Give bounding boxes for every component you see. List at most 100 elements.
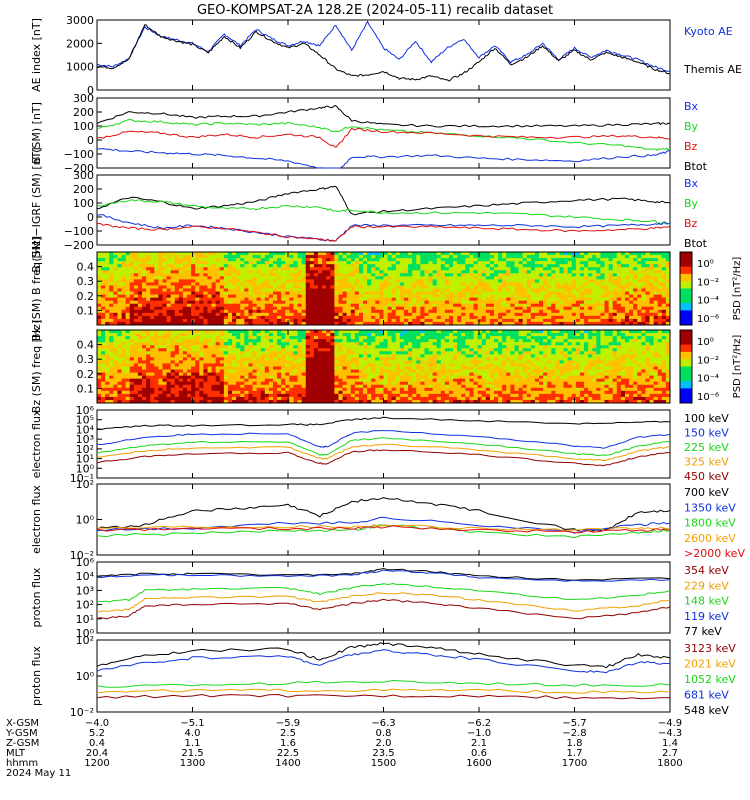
spectrogram-cell <box>232 396 237 401</box>
spectrogram-cell <box>117 399 122 404</box>
spectrogram-cell <box>588 291 593 295</box>
spectrogram-cell <box>187 393 192 398</box>
spectrogram-cell <box>649 318 655 323</box>
spectrogram-cell <box>248 255 253 259</box>
spectrogram-cell <box>534 321 540 326</box>
spectrogram-cell <box>285 351 290 355</box>
spectrogram-cell <box>125 282 131 286</box>
spectrogram-cell <box>358 312 364 317</box>
spectrogram-cell <box>264 270 270 274</box>
spectrogram-cell <box>653 279 659 283</box>
spectrogram-cell <box>113 351 118 355</box>
spectrogram-cell <box>567 315 573 320</box>
spectrogram-cell <box>604 309 609 314</box>
spectrogram-cell <box>494 303 499 308</box>
spectrogram-cell <box>518 303 524 308</box>
spectrogram-cell <box>232 285 237 289</box>
spectrogram-cell <box>547 282 552 286</box>
spectrogram-cell <box>277 357 282 361</box>
spectrogram-cell <box>584 270 589 274</box>
spectrogram-cell <box>547 264 552 268</box>
spectrogram-cell <box>641 300 646 305</box>
spectrogram-cell <box>612 306 618 311</box>
spectrogram-cell <box>596 285 601 289</box>
spectrogram-cell <box>285 294 290 299</box>
spectrogram-cell <box>277 384 282 389</box>
spectrogram-cell <box>240 360 245 364</box>
spectrogram-cell <box>256 303 262 308</box>
spectrogram-cell <box>322 396 327 401</box>
spectrogram-cell <box>293 390 298 395</box>
spectrogram-cell <box>268 312 274 317</box>
spectrogram-cell <box>137 300 143 305</box>
spectrogram-cell <box>211 354 217 358</box>
spectrogram-cell <box>97 297 102 302</box>
spectrogram-cell <box>117 300 122 305</box>
spectrogram-cell <box>387 270 393 274</box>
spectrogram-cell <box>142 294 147 299</box>
spectrogram-cell <box>322 336 327 340</box>
spectrogram-cell <box>657 294 663 299</box>
spectrogram-cell <box>289 396 294 401</box>
spectrogram-cell <box>375 255 380 259</box>
spectrogram-cell <box>657 264 663 268</box>
spectrogram-cell <box>379 294 384 299</box>
spectrogram-cell <box>154 288 159 292</box>
spectrogram-cell <box>240 261 245 265</box>
spectrogram-cell <box>125 318 131 323</box>
spectrogram-cell <box>256 312 262 317</box>
spectrogram-cell <box>588 258 593 262</box>
spectrogram-cell <box>166 276 172 280</box>
spectrogram-cell <box>248 252 253 256</box>
spectrogram-cell <box>256 366 262 370</box>
spectrogram-cell <box>285 345 290 349</box>
spectrogram-cell <box>260 342 266 346</box>
spectrogram-cell <box>211 375 217 380</box>
spectrogram-cell <box>227 285 233 289</box>
spectrogram-cell <box>178 279 184 283</box>
spectrogram-cell <box>133 372 139 377</box>
spectrogram-cell <box>244 366 249 370</box>
spectrogram-cell <box>530 261 536 265</box>
spectrogram-cell <box>620 318 626 323</box>
spectrogram-cell <box>281 252 286 256</box>
spectrogram-cell <box>293 399 298 404</box>
spectrogram-cell <box>309 285 315 289</box>
spectrogram-cell <box>338 279 343 283</box>
spectrogram-cell <box>375 300 380 305</box>
spectrogram-cell <box>207 390 212 395</box>
spectrogram-cell <box>293 270 298 274</box>
spectrogram-cell <box>543 276 548 280</box>
spectrogram-cell <box>318 339 323 343</box>
spectrogram-cell <box>281 363 286 367</box>
spectrogram-cell <box>367 261 372 265</box>
spectrogram-cell <box>563 285 569 289</box>
spectrogram-cell <box>121 375 127 380</box>
spectrogram-cell <box>612 279 618 283</box>
spectrogram-cell <box>121 348 127 352</box>
spectrogram-cell <box>420 285 425 289</box>
spectrogram-cell <box>334 267 339 271</box>
spectrogram-cell <box>465 291 470 295</box>
spectrogram-cell <box>199 297 204 302</box>
spectrogram-cell <box>236 291 241 295</box>
spectrogram-cell <box>612 258 618 262</box>
spectrogram-cell <box>489 276 495 280</box>
spectrogram-cell <box>620 297 626 302</box>
spectrogram-cell <box>121 384 127 389</box>
spectrogram-cell <box>158 363 163 367</box>
spectrogram-cell <box>191 276 196 280</box>
spectrogram-cell <box>620 282 626 286</box>
spectrogram-cell <box>207 279 212 283</box>
spectrogram-cell <box>420 282 425 286</box>
spectrogram-cell <box>498 297 503 302</box>
spectrogram-cell <box>129 360 135 364</box>
spectrogram-cell <box>387 294 393 299</box>
spectrogram-cell <box>195 360 200 364</box>
spectrogram-cell <box>453 255 458 259</box>
spectrogram-cell <box>260 336 266 340</box>
spectrogram-cell <box>661 255 667 259</box>
spectrogram-cell <box>178 306 184 311</box>
spectrogram-cell <box>330 333 335 337</box>
spectrogram-cell <box>338 321 343 326</box>
